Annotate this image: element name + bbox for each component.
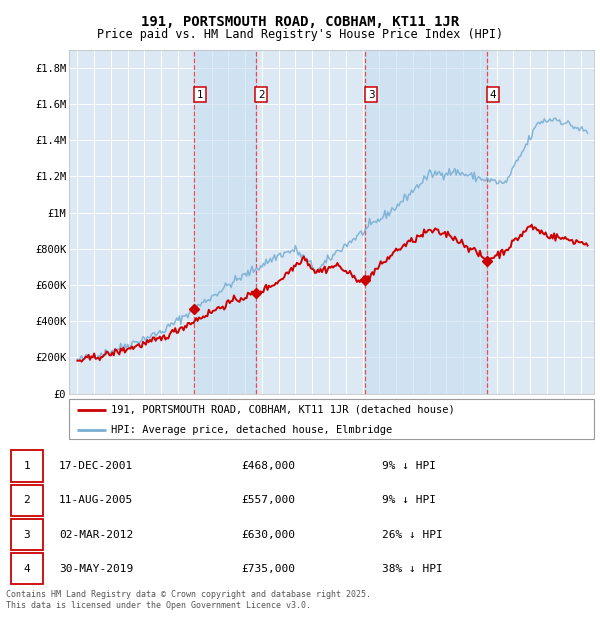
Text: 191, PORTSMOUTH ROAD, COBHAM, KT11 1JR: 191, PORTSMOUTH ROAD, COBHAM, KT11 1JR	[141, 16, 459, 30]
Text: £468,000: £468,000	[241, 461, 295, 471]
Text: £630,000: £630,000	[241, 529, 295, 539]
Text: Contains HM Land Registry data © Crown copyright and database right 2025.
This d: Contains HM Land Registry data © Crown c…	[6, 590, 371, 609]
Text: £735,000: £735,000	[241, 564, 295, 574]
Text: Price paid vs. HM Land Registry's House Price Index (HPI): Price paid vs. HM Land Registry's House …	[97, 28, 503, 41]
Text: 9% ↓ HPI: 9% ↓ HPI	[382, 461, 436, 471]
Text: 11-AUG-2005: 11-AUG-2005	[59, 495, 133, 505]
Text: 4: 4	[23, 564, 30, 574]
Text: HPI: Average price, detached house, Elmbridge: HPI: Average price, detached house, Elmb…	[111, 425, 392, 435]
Text: 191, PORTSMOUTH ROAD, COBHAM, KT11 1JR (detached house): 191, PORTSMOUTH ROAD, COBHAM, KT11 1JR (…	[111, 405, 455, 415]
FancyBboxPatch shape	[11, 519, 43, 551]
Text: 4: 4	[490, 90, 496, 100]
Text: 1: 1	[23, 461, 30, 471]
Text: 38% ↓ HPI: 38% ↓ HPI	[382, 564, 443, 574]
FancyBboxPatch shape	[11, 553, 43, 585]
Text: 9% ↓ HPI: 9% ↓ HPI	[382, 495, 436, 505]
Text: 26% ↓ HPI: 26% ↓ HPI	[382, 529, 443, 539]
FancyBboxPatch shape	[11, 450, 43, 482]
Bar	[365, 50, 487, 394]
Text: 02-MAR-2012: 02-MAR-2012	[59, 529, 133, 539]
Text: 30-MAY-2019: 30-MAY-2019	[59, 564, 133, 574]
Text: 3: 3	[368, 90, 374, 100]
Bar	[194, 50, 256, 394]
Text: 2: 2	[23, 495, 30, 505]
Text: 2: 2	[258, 90, 265, 100]
Text: 1: 1	[197, 90, 203, 100]
Text: 3: 3	[23, 529, 30, 539]
FancyBboxPatch shape	[11, 485, 43, 516]
FancyBboxPatch shape	[69, 399, 594, 439]
Text: 17-DEC-2001: 17-DEC-2001	[59, 461, 133, 471]
Text: £557,000: £557,000	[241, 495, 295, 505]
